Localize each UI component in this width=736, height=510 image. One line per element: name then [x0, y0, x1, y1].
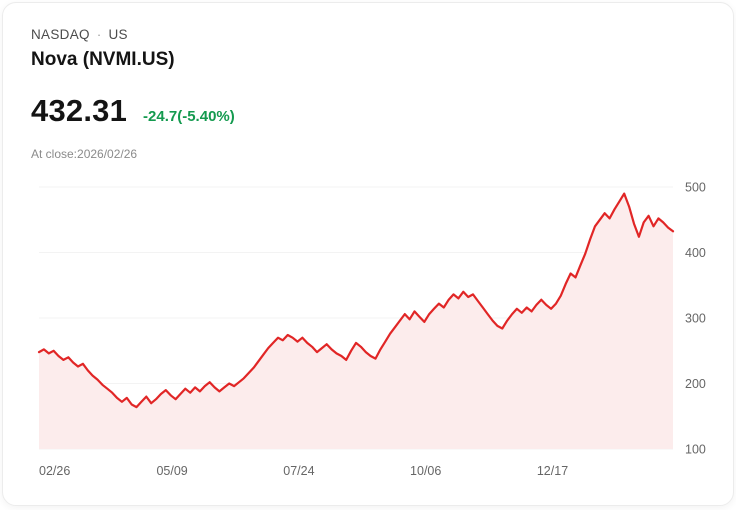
x-axis-label: 10/06 [410, 464, 441, 478]
x-axis-label: 02/26 [39, 464, 70, 478]
current-price: 432.31 [31, 93, 128, 128]
price-change: -24.7(-5.40%) [143, 108, 235, 125]
price-area-fill [39, 193, 673, 449]
separator-dot: · [96, 27, 102, 42]
price-line [37, 192, 675, 409]
y-axis-label: 200 [685, 377, 706, 391]
x-axis-label: 12/17 [537, 464, 568, 478]
exchange-label: NASDAQ [31, 27, 90, 42]
y-axis-label: 400 [685, 246, 706, 260]
region-label: US [108, 27, 128, 42]
price-chart-svg: 100 200 300 400 500 02/26 05/09 07/24 10/06 12/17 [37, 181, 706, 478]
y-axis-label: 500 [685, 181, 706, 195]
price-chart[interactable]: 100 200 300 400 500 02/26 05/09 07/24 10/06 12/17 [31, 171, 723, 487]
x-axis-label: 07/24 [283, 464, 314, 478]
y-axis-label: 100 [685, 443, 706, 457]
x-axis-label: 05/09 [156, 464, 187, 478]
at-close-label: At close:2026/02/26 [31, 147, 138, 161]
stock-title: Nova (NVMI.US) [31, 49, 175, 70]
exchange-row: NASDAQ · US [31, 27, 707, 42]
y-axis-label: 300 [685, 312, 706, 326]
price-row: 432.31 -24.7(-5.40%) [31, 93, 707, 129]
